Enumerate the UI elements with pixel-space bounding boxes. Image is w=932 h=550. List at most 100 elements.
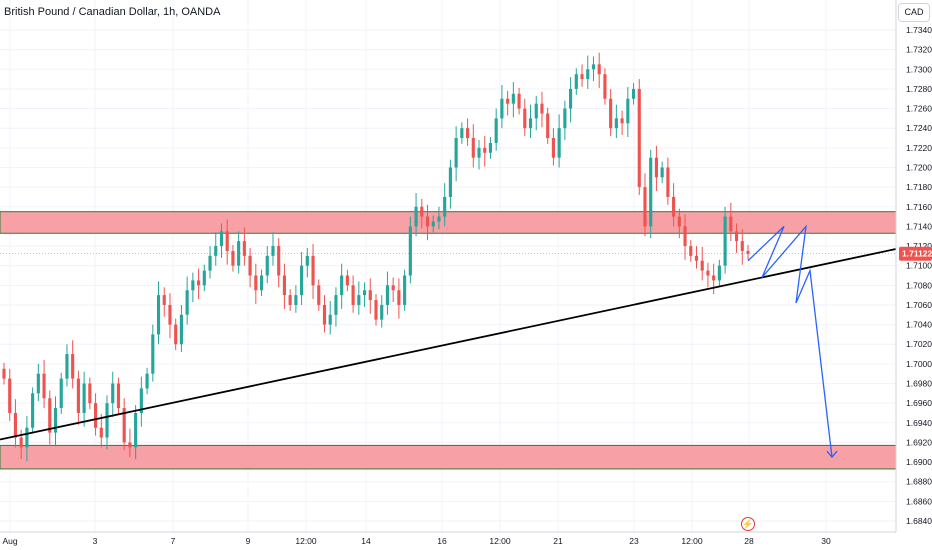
candle-body	[637, 88, 641, 188]
last-price-label: 1.71122	[902, 249, 932, 259]
candle-body	[506, 98, 510, 104]
candle-body	[557, 128, 561, 158]
candle-body	[8, 378, 12, 413]
candle-body	[162, 295, 166, 305]
candle-body	[76, 378, 80, 413]
candle-body	[465, 128, 470, 139]
x-tick-label: 7	[171, 536, 176, 546]
candle-body	[500, 98, 504, 119]
candle-body	[626, 98, 630, 124]
candle-body	[99, 427, 103, 438]
y-tick-label: 1.73000	[906, 64, 932, 74]
candle-body	[122, 408, 126, 443]
candle-body	[368, 290, 372, 301]
price-axis-bg	[896, 0, 932, 550]
candle-body	[19, 437, 23, 448]
candle-body	[488, 142, 493, 153]
candle-body	[265, 255, 269, 276]
candle-body	[660, 167, 664, 178]
candle-body	[700, 260, 704, 271]
x-tick-label: 16	[437, 536, 447, 546]
candle-body	[59, 378, 63, 409]
candle-body	[174, 324, 178, 345]
candle-body	[294, 295, 298, 305]
candle-body	[208, 255, 212, 271]
candle-body	[706, 270, 710, 276]
y-tick-label: 1.70000	[906, 359, 932, 369]
candle-body	[357, 295, 361, 305]
candle-body	[689, 246, 693, 256]
candle-body	[334, 295, 338, 315]
candle-body	[48, 398, 52, 433]
candle-body	[151, 334, 155, 374]
candle-body	[134, 412, 138, 448]
candle-body	[82, 383, 86, 413]
candle-body	[420, 206, 424, 217]
y-tick-label: 1.70200	[906, 339, 932, 349]
candle-body	[471, 138, 475, 158]
x-tick-label: 9	[246, 536, 251, 546]
candle-body	[2, 368, 6, 379]
candle-body	[242, 241, 246, 256]
candle-body	[448, 167, 452, 197]
candle-body	[614, 118, 618, 129]
x-tick-label: 14	[361, 536, 371, 546]
candle-body	[643, 187, 647, 227]
candle-body	[197, 280, 201, 286]
last-price-tag	[899, 246, 932, 261]
y-tick-label: 1.69600	[906, 398, 932, 408]
x-tick-label: 21	[553, 536, 563, 546]
candle-body	[345, 275, 349, 286]
candle-body	[425, 216, 430, 227]
x-tick-label: 30	[821, 536, 831, 546]
candle-body	[620, 118, 624, 124]
candle-body	[586, 69, 590, 80]
candle-body	[139, 388, 143, 413]
candle-body	[231, 250, 235, 266]
projection-arrowhead	[826, 450, 838, 459]
candle-body	[71, 354, 75, 379]
lightning-icon[interactable]: ⚡	[741, 517, 755, 531]
candle-body	[225, 231, 229, 251]
candle-body	[403, 275, 407, 305]
x-tick-label: 3	[93, 536, 98, 546]
projection-path	[747, 224, 833, 458]
x-tick-label: Aug	[2, 536, 17, 546]
candle-body	[677, 216, 681, 227]
candle-body	[551, 138, 555, 158]
candle-body	[277, 246, 281, 276]
candle-body	[631, 88, 636, 99]
candle-body	[540, 103, 544, 114]
candle-body	[271, 246, 275, 256]
y-tick-label: 1.71600	[906, 202, 932, 212]
candle-body	[53, 408, 58, 433]
x-tick-label: 12:00	[489, 536, 511, 546]
candle-body	[340, 275, 344, 296]
candle-body	[179, 314, 183, 345]
candle-body	[25, 427, 29, 448]
candle-body	[202, 270, 206, 286]
candle-body	[93, 403, 98, 428]
y-tick-label: 1.69400	[906, 418, 932, 428]
candle-body	[528, 118, 533, 129]
candle-body	[317, 285, 321, 305]
currency-button[interactable]: CAD	[898, 3, 930, 22]
y-tick-label: 1.73400	[906, 25, 932, 35]
candle-body	[362, 290, 367, 296]
candle-body	[477, 147, 481, 158]
candle-body	[597, 64, 601, 75]
y-tick-label: 1.70800	[906, 280, 932, 290]
y-tick-label: 1.70400	[906, 320, 932, 330]
candle-body	[483, 147, 487, 153]
x-tick-label: 28	[744, 536, 754, 546]
candle-body	[603, 74, 607, 99]
candle-body	[523, 108, 527, 129]
y-tick-label: 1.68800	[906, 477, 932, 487]
y-tick-label: 1.71800	[906, 182, 932, 192]
candle-body	[65, 354, 69, 379]
candle-body	[42, 373, 46, 399]
candle-body	[723, 216, 727, 266]
candle-body	[31, 393, 35, 428]
candle-body	[300, 265, 304, 296]
